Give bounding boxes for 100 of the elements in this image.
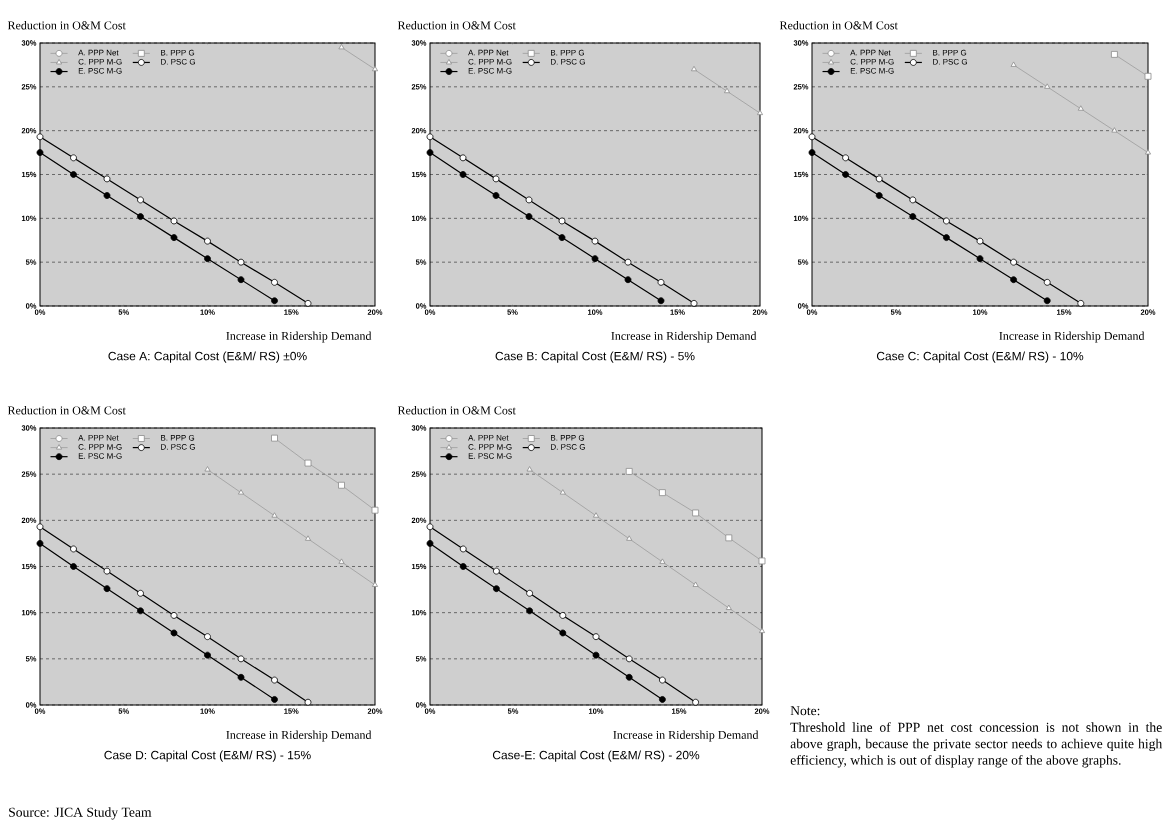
point — [525, 196, 533, 204]
point — [426, 540, 434, 547]
point — [426, 523, 434, 531]
legend-label: E. PSC M-G — [468, 68, 512, 74]
legend-label: E. PSC M-G — [78, 68, 122, 74]
point — [943, 217, 950, 225]
point — [976, 255, 984, 263]
point — [591, 237, 599, 245]
point — [909, 213, 917, 220]
point — [724, 87, 730, 94]
point — [372, 581, 378, 587]
point — [526, 466, 533, 472]
point — [70, 545, 77, 553]
point — [304, 698, 312, 706]
x-axis-title: Increase in Ridership Demand — [613, 730, 759, 742]
point — [1043, 278, 1051, 286]
point — [659, 696, 666, 703]
text: Case A: Capital Cost (E&M/ RS) ±0% — [108, 351, 307, 363]
y-axis-title: Reduction in O&M Cost — [397, 406, 516, 415]
point — [271, 434, 278, 442]
point — [593, 512, 599, 518]
point — [757, 109, 763, 116]
legend-label: C. PPP M-G — [468, 58, 512, 65]
y-axis-title: Reduction in O&M Cost — [7, 406, 126, 415]
point — [842, 171, 850, 178]
legend-label: E. PSC M-G — [850, 68, 894, 74]
point — [842, 154, 850, 162]
y-axis-title: Reduction in O&M Cost — [779, 21, 898, 30]
point — [426, 149, 434, 156]
point — [338, 481, 345, 489]
point — [657, 278, 665, 286]
legend-label: B. PPP G — [551, 49, 584, 56]
point — [909, 196, 917, 204]
point — [493, 585, 500, 593]
point — [758, 557, 766, 565]
point — [371, 506, 379, 514]
point — [36, 149, 44, 156]
legend-label: D. PSC G — [161, 444, 195, 450]
point — [426, 133, 434, 141]
point — [1111, 50, 1118, 58]
y-axis-title: Reduction in O&M Cost — [397, 21, 516, 30]
x-axis-title: Increase in Ridership Demand — [226, 331, 372, 343]
point — [1010, 61, 1017, 67]
point — [271, 696, 278, 703]
legend-label: D. PSC G — [933, 58, 967, 65]
point — [657, 297, 665, 305]
text: Case D: Capital Cost (E&M/ RS) - 15% — [104, 750, 311, 762]
point — [692, 581, 699, 587]
point — [659, 489, 666, 497]
point — [237, 258, 245, 266]
point — [204, 651, 211, 659]
point — [493, 567, 500, 575]
point — [875, 192, 883, 199]
legend-label: B. PPP G — [551, 434, 585, 441]
point — [36, 133, 44, 141]
legend-label: D. PSC G — [161, 58, 195, 65]
point — [1010, 276, 1018, 284]
point — [1077, 299, 1085, 307]
point — [36, 540, 44, 547]
text: Case C: Capital Cost (E&M/ RS) - 10% — [876, 351, 1084, 363]
point — [625, 673, 633, 681]
legend-label: A. PPP Net — [468, 435, 509, 441]
source-note: Source: JICA Study Team — [9, 807, 152, 820]
point — [271, 278, 278, 286]
point — [626, 535, 633, 541]
point — [691, 65, 697, 72]
point — [725, 604, 732, 610]
point — [943, 234, 950, 242]
point — [875, 175, 883, 183]
point — [137, 213, 144, 220]
point — [103, 192, 111, 199]
point — [204, 237, 211, 245]
point — [271, 512, 278, 518]
point — [526, 607, 533, 615]
point — [459, 545, 467, 553]
point — [659, 558, 666, 564]
point — [271, 297, 278, 305]
x-axis-title: Increase in Ridership Demand — [611, 331, 757, 343]
point — [808, 133, 816, 141]
legend-label: A. PPP Net — [78, 49, 119, 56]
point — [137, 196, 144, 204]
legend-label: D. PSC G — [551, 58, 585, 65]
legend-label: A. PPP Net — [850, 49, 891, 56]
point — [492, 192, 500, 199]
point — [692, 509, 699, 517]
legend-label: A. PPP Net — [468, 49, 509, 56]
legend-label: B. PPP G — [933, 49, 967, 56]
point — [559, 489, 566, 495]
point — [525, 213, 533, 220]
point — [690, 299, 698, 307]
point — [526, 589, 533, 597]
point — [1077, 105, 1084, 111]
point — [559, 612, 567, 619]
point — [237, 276, 245, 284]
point — [304, 299, 312, 307]
legend-label: E. PSC M-G — [468, 453, 512, 459]
point — [558, 217, 566, 225]
point — [1111, 127, 1118, 133]
y-axis-title: Reduction in O&M Cost — [7, 21, 126, 30]
point — [305, 535, 311, 541]
